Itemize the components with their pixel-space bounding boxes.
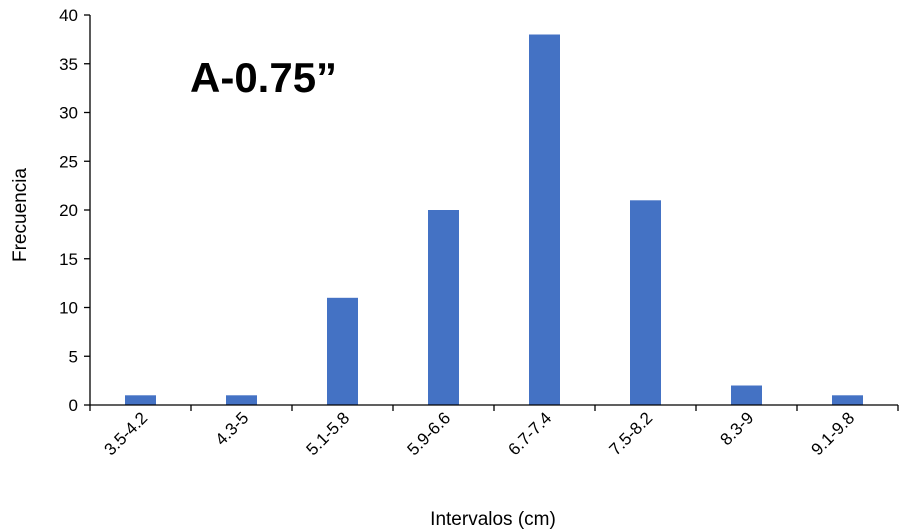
chart-title: A-0.75” [190,54,337,101]
y-tick-label: 0 [69,396,78,415]
y-tick-label: 10 [59,299,78,318]
y-tick-label: 30 [59,104,78,123]
y-tick-label: 20 [59,201,78,220]
x-tick-label: 6.7-7.4 [504,408,555,459]
bar-4.3-5 [226,395,257,406]
bar-5.9-6.6 [428,210,459,405]
x-tick-label: 4.3-5 [211,408,252,449]
y-axis-title: Frecuencia [10,168,31,262]
y-tick-label: 5 [69,347,78,366]
x-tick-label: 5.9-6.6 [403,408,454,459]
y-ticks-group: 0 5 10 15 20 25 30 35 40 [59,6,90,415]
bar-9.1-9.8 [832,395,863,406]
y-tick-label: 40 [59,6,78,25]
x-tick-label: 8.3-9 [716,408,757,449]
y-tick-label: 25 [59,152,78,171]
x-axis-title: Intervalos (cm) [430,509,556,530]
bar-8.3-9 [731,385,762,405]
bar-3.5-4.2 [125,395,156,406]
y-tick-label: 35 [59,55,78,74]
x-tick-label: 7.5-8.2 [605,408,656,459]
x-tick-label: 9.1-9.8 [807,408,858,459]
x-ticks-group: 3.5-4.2 4.3-5 5.1-5.8 5.9-6.6 6.7-7.4 7.5-8.2… [89,405,899,459]
x-tick-label: 5.1-5.8 [302,408,353,459]
bars-group [125,34,863,406]
y-tick-label: 15 [59,250,78,269]
bar-7.5-8.2 [630,200,661,406]
bar-5.1-5.8 [327,297,358,406]
bar-6.7-7.4 [529,34,560,405]
x-tick-label: 3.5-4.2 [100,408,151,459]
